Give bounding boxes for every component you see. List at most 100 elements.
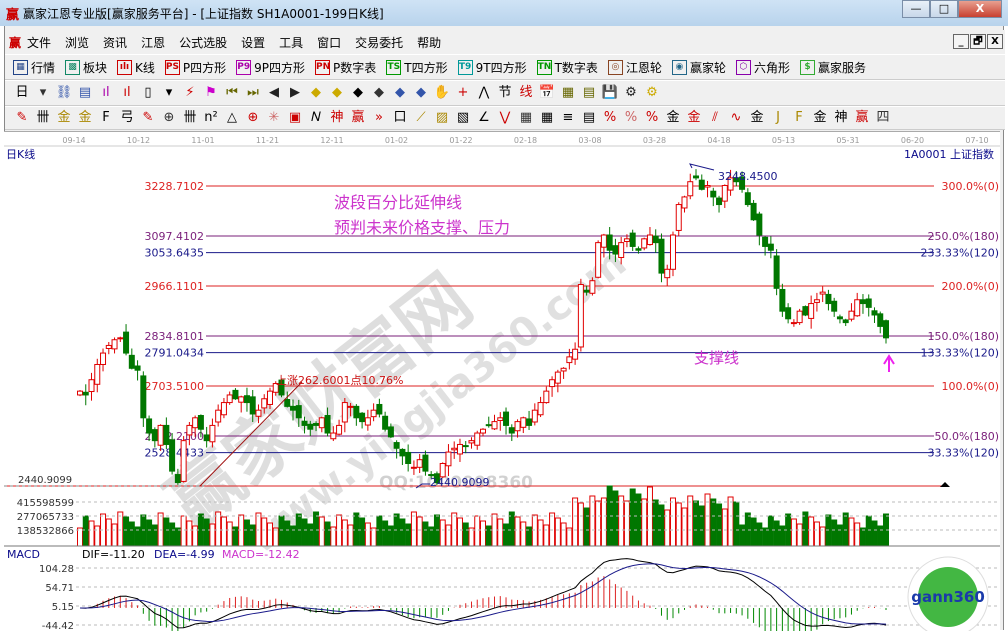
toolbar3-tool-icon[interactable]: 金 <box>57 110 71 125</box>
toolbar3-tool-icon[interactable]: 卌 <box>36 110 50 125</box>
toolbar2-tool-icon[interactable]: + <box>457 85 469 100</box>
toolbar3-tool-icon[interactable]: ∿ <box>730 110 742 125</box>
toolbar3-tool-icon[interactable]: 金 <box>813 110 827 125</box>
toolbar2-tool-icon[interactable]: ▦ <box>561 85 575 100</box>
toolbar3-tool-icon[interactable]: ✎ <box>142 110 154 125</box>
toolbar3-tool-icon[interactable]: » <box>375 110 383 125</box>
toolbar-button-12[interactable]: $ 赢家服务 <box>799 59 866 76</box>
menu-item-5[interactable]: 设置 <box>241 35 266 50</box>
toolbar2-tool-icon[interactable]: ◀ <box>269 85 279 100</box>
toolbar2-tool-icon[interactable]: ▾ <box>39 85 47 100</box>
minimize-button[interactable]: — <box>902 0 930 18</box>
toolbar3-tool-icon[interactable]: ▦ <box>519 110 533 125</box>
toolbar2-tool-icon[interactable]: ▶ <box>290 85 300 100</box>
menu-item-6[interactable]: 工具 <box>279 35 304 50</box>
toolbar2-tool-icon[interactable]: ⋀ <box>478 85 490 100</box>
toolbar3-tool-icon[interactable]: ⊕ <box>163 110 175 125</box>
toolbar3-tool-icon[interactable]: ▦ <box>540 110 554 125</box>
toolbar3-tool-icon[interactable]: ✎ <box>16 110 28 125</box>
toolbar3-tool-icon[interactable]: △ <box>227 110 237 125</box>
toolbar3-tool-icon[interactable]: ∠ <box>478 110 490 125</box>
toolbar2-tool-icon[interactable]: ◆ <box>353 85 363 100</box>
toolbar2-tool-icon[interactable]: ıl <box>102 85 110 100</box>
toolbar2-tool-icon[interactable]: ▾ <box>165 85 173 100</box>
toolbar3-tool-icon[interactable]: 神 <box>834 110 848 125</box>
toolbar-button-9[interactable]: ◎ 江恩轮 <box>607 59 662 76</box>
toolbar3-tool-icon[interactable]: 金 <box>666 110 680 125</box>
toolbar3-tool-icon[interactable]: 赢 <box>351 110 365 125</box>
maximize-button[interactable]: □ <box>930 0 958 18</box>
toolbar3-tool-icon[interactable]: 口 <box>393 110 407 125</box>
toolbar2-tool-icon[interactable]: 💾 <box>601 85 619 100</box>
toolbar3-tool-icon[interactable]: ▤ <box>582 110 596 125</box>
toolbar3-tool-icon[interactable]: 卌 <box>183 110 197 125</box>
menu-item-9[interactable]: 帮助 <box>417 35 442 50</box>
toolbar2-tool-icon[interactable]: 📅 <box>538 85 556 100</box>
chart-area[interactable]: 09-14 10-12 11-01 11-21 12-11 01-02 01-22 02-18… <box>4 131 1000 634</box>
toolbar2-tool-icon[interactable]: ◆ <box>374 85 384 100</box>
toolbar3-tool-icon[interactable]: ▧ <box>456 110 470 125</box>
toolbar3-tool-icon[interactable]: ▨ <box>435 110 449 125</box>
toolbar3-tool-icon[interactable]: % <box>603 110 617 125</box>
toolbar-button-3[interactable]: PS P四方形 <box>164 59 226 76</box>
toolbar2-tool-icon[interactable]: ⚡ <box>185 85 195 100</box>
toolbar-button-8[interactable]: TN T数字表 <box>536 59 598 76</box>
toolbar3-tool-icon[interactable]: 四 <box>876 110 890 125</box>
toolbar-button-7[interactable]: T9 9T四方形 <box>457 59 527 76</box>
toolbar2-tool-icon[interactable]: ◆ <box>416 85 426 100</box>
toolbar2-tool-icon[interactable]: ⚙ <box>646 85 658 100</box>
toolbar2-tool-icon[interactable]: 节 <box>498 85 512 100</box>
toolbar2-tool-icon[interactable]: ◆ <box>395 85 405 100</box>
toolbar-button-10[interactable]: ◉ 赢家轮 <box>671 59 726 76</box>
toolbar-button-0[interactable]: ▦ 行情 <box>13 59 55 76</box>
mdi-restore-button[interactable]: 🗗 <box>970 34 986 49</box>
toolbar3-tool-icon[interactable]: ⋁ <box>499 110 511 125</box>
toolbar3-tool-icon[interactable]: ≡ <box>562 110 574 125</box>
menu-item-3[interactable]: 江恩 <box>141 35 166 50</box>
toolbar3-tool-icon[interactable]: 赢 <box>855 110 869 125</box>
toolbar2-tool-icon[interactable]: 线 <box>519 85 533 100</box>
toolbar3-tool-icon[interactable]: 金 <box>750 110 764 125</box>
toolbar3-tool-icon[interactable]: 神 <box>330 110 344 125</box>
toolbar3-tool-icon[interactable]: % <box>624 110 638 125</box>
toolbar2-tool-icon[interactable]: ✋ <box>433 85 451 100</box>
toolbar3-tool-icon[interactable]: F <box>102 110 110 125</box>
menu-item-0[interactable]: 文件 <box>27 35 52 50</box>
toolbar2-tool-icon[interactable]: ⏭ <box>247 85 259 100</box>
close-button[interactable]: X <box>958 0 1002 18</box>
toolbar2-tool-icon[interactable]: ▯ <box>144 85 152 100</box>
toolbar3-tool-icon[interactable]: % <box>645 110 659 125</box>
menu-item-1[interactable]: 浏览 <box>65 35 90 50</box>
toolbar2-tool-icon[interactable]: ⚑ <box>205 85 217 100</box>
toolbar-button-6[interactable]: TS T四方形 <box>386 59 448 76</box>
toolbar-button-2[interactable]: ılı K线 <box>117 59 155 76</box>
mdi-minimize-button[interactable]: _ <box>953 34 969 49</box>
toolbar2-tool-icon[interactable]: ◆ <box>311 85 321 100</box>
toolbar3-tool-icon[interactable]: 弓 <box>120 110 134 125</box>
menu-item-2[interactable]: 资讯 <box>103 35 128 50</box>
menu-item-4[interactable]: 公式选股 <box>179 35 228 50</box>
toolbar-button-4[interactable]: P9 9P四方形 <box>236 59 305 76</box>
toolbar3-tool-icon[interactable]: F <box>795 110 803 125</box>
toolbar2-tool-icon[interactable]: ⏮ <box>226 85 238 100</box>
toolbar3-tool-icon[interactable]: 𝑁 <box>311 110 321 125</box>
mdi-close-button[interactable]: X <box>987 34 1003 49</box>
toolbar3-tool-icon[interactable]: ⫽ <box>712 110 718 125</box>
toolbar3-tool-icon[interactable]: ⟋ <box>416 110 426 125</box>
toolbar2-tool-icon[interactable]: ▤ <box>582 85 596 100</box>
toolbar-button-5[interactable]: PN P数字表 <box>315 59 376 76</box>
toolbar3-tool-icon[interactable]: ⊕ <box>247 110 259 125</box>
toolbar2-tool-icon[interactable]: ⛓ <box>55 85 73 100</box>
toolbar2-tool-icon[interactable]: ıl <box>123 85 131 100</box>
toolbar3-tool-icon[interactable]: ✳ <box>268 110 280 125</box>
toolbar2-tool-icon[interactable]: ▤ <box>78 85 92 100</box>
menu-item-7[interactable]: 窗口 <box>317 35 342 50</box>
toolbar3-tool-icon[interactable]: 金 <box>78 110 92 125</box>
toolbar-button-1[interactable]: ▩ 板块 <box>65 59 107 76</box>
toolbar3-tool-icon[interactable]: 金 <box>687 110 701 125</box>
toolbar2-tool-icon[interactable]: ⚙ <box>625 85 637 100</box>
toolbar2-tool-icon[interactable]: ◆ <box>332 85 342 100</box>
toolbar2-tool-icon[interactable]: 日 <box>15 85 29 100</box>
menu-item-8[interactable]: 交易委托 <box>355 35 404 50</box>
toolbar3-tool-icon[interactable]: n² <box>204 110 218 125</box>
